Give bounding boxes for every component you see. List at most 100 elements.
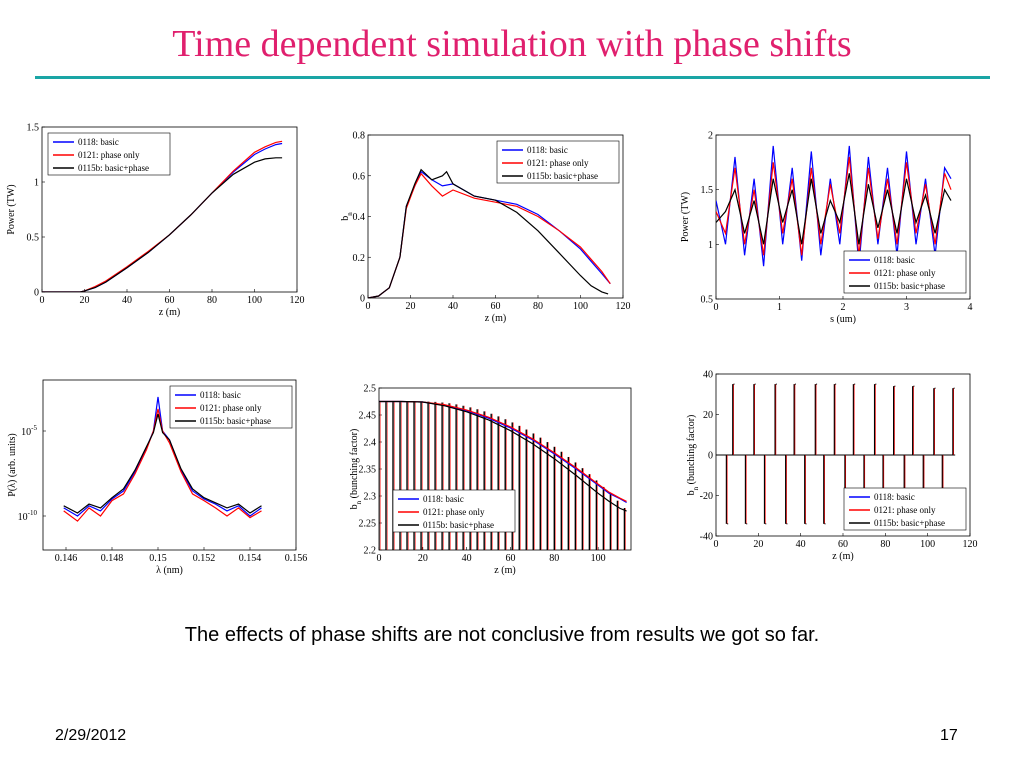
x-tick-label: 0.152	[193, 553, 216, 564]
slide-caption: The effects of phase shifts are not conc…	[184, 624, 820, 646]
y-tick-label: 0.8	[353, 131, 366, 142]
legend-label: 0115b: basic+phase	[423, 520, 494, 530]
x-tick-label: 20	[418, 553, 428, 564]
x-tick-label: 40	[462, 553, 472, 564]
y-tick-label: 2.4	[364, 438, 377, 449]
plot-area	[42, 140, 283, 292]
x-tick-label: 0	[377, 553, 382, 564]
y-tick-label: 0	[708, 451, 713, 462]
y-tick-label: 20	[703, 410, 713, 421]
x-tick-label: 80	[533, 301, 543, 312]
legend-label: 0121: phase only	[200, 403, 262, 413]
y-tick-label: 2.5	[364, 384, 377, 395]
x-tick-label: 60	[838, 539, 848, 550]
y-tick-label: 1.5	[27, 123, 40, 134]
chart-svg-bunching-factor-pulses: 0 20 40 60 80 100 120 -40 -20 0 20 40 z (m) bn (bunch…	[686, 370, 978, 563]
legend-label: 0118: basic	[874, 255, 915, 265]
y-tick-label: 1	[34, 178, 39, 189]
x-axis-label: z (m)	[832, 551, 853, 562]
y-axis-label: bn (bunching factor)	[349, 429, 363, 510]
y-axis-label: Power (TW)	[680, 192, 691, 242]
plot-bunching-vs-z: 0 20 40 60 80 100 120 0 0.2 0.4 0.6 0.8 z (m) bn 0118:…	[325, 120, 645, 330]
title-rule	[35, 76, 990, 79]
plot-spectrum: 0.146 0.148 0.15 0.152 0.154 0.156 10-5 10-10 λ …	[0, 370, 318, 585]
chart-svg-bunching-vs-z: 0 20 40 60 80 100 120 0 0.2 0.4 0.6 0.8 z (m) bn 0118:…	[340, 131, 631, 325]
x-tick-label: 0	[714, 539, 719, 550]
legend-label: 0118: basic	[874, 492, 915, 502]
slide-title: Time dependent simulation with phase shi…	[172, 23, 852, 65]
footer-date: 2/29/2012	[55, 727, 127, 744]
x-tick-label: 100	[920, 539, 935, 550]
series-line-3	[368, 168, 609, 298]
y-tick-label: 0	[34, 288, 39, 299]
series-line-2	[716, 156, 952, 256]
x-tick-label: 3	[904, 302, 909, 313]
chart-svg-bunching-factor-zoom: 0 20 40 60 80 100 2.2 2.25 2.3 2.35 2.4 2.45 2.5 z (m…	[349, 384, 632, 576]
y-tick-label: -20	[700, 491, 713, 502]
legend-label: 0118: basic	[527, 145, 568, 155]
y-tick-label: 2.45	[359, 411, 377, 422]
plot-bunching-factor-pulses: 0 20 40 60 80 100 120 -40 -20 0 20 40 z (m) bn (bunch…	[672, 365, 984, 570]
plot-area	[63, 396, 262, 522]
y-tick-label: 0.5	[701, 295, 714, 306]
x-tick-label: 60	[165, 295, 175, 306]
y-axis-label: Power (TW)	[6, 184, 17, 234]
y-tick-label: 0.6	[353, 171, 366, 182]
chart-svg-power-vs-s: 0 1 2 3 40.511.52s (um)Power (TW)0118: basic…	[680, 131, 973, 326]
legend-label: 0115b: basic+phase	[874, 518, 945, 528]
x-tick-label: 0.154	[239, 553, 262, 564]
y-tick-label: 2.25	[359, 519, 377, 530]
chart-svg-power-vs-z: 0 20 40 60 80 100 120 0 0.5 1 1.5 z (m) Power (TW) 01…	[6, 123, 305, 319]
x-tick-label: 120	[616, 301, 631, 312]
series-line-2	[63, 408, 262, 522]
series-line-3	[42, 157, 283, 292]
x-tick-label: 40	[796, 539, 806, 550]
legend-label: 0121: phase only	[874, 268, 936, 278]
x-tick-label: 100	[591, 553, 606, 564]
legend-label: 0115b: basic+phase	[78, 163, 149, 173]
legend-label: 0118: basic	[423, 494, 464, 504]
x-tick-label: 0.148	[101, 553, 124, 564]
x-tick-label: 80	[549, 553, 559, 564]
y-tick-label: 0.5	[27, 233, 40, 244]
legend-label: 0115b: basic+phase	[527, 171, 598, 181]
x-tick-label: 20	[406, 301, 416, 312]
x-tick-label: 100	[573, 301, 588, 312]
y-tick-label: 2.3	[364, 492, 377, 503]
x-tick-label: 80	[207, 295, 217, 306]
y-tick-label: 0	[360, 294, 365, 305]
series-line-3	[379, 400, 627, 512]
x-axis-label: z (m)	[494, 565, 515, 576]
y-tick-label: 10-10	[18, 509, 38, 523]
x-axis-label: z (m)	[485, 313, 506, 324]
y-tick-label: 0.4	[353, 212, 366, 223]
legend-label: 0118: basic	[78, 137, 119, 147]
legend-label: 0121: phase only	[423, 507, 485, 517]
x-axis-label: λ (nm)	[156, 565, 183, 576]
x-tick-label: 100	[247, 295, 262, 306]
plot-bunching-factor-zoom: 0 20 40 60 80 100 2.2 2.25 2.3 2.35 2.4 2.45 2.5 z (m…	[325, 375, 645, 585]
legend-label: 0118: basic	[200, 390, 241, 400]
x-tick-label: 2	[841, 302, 846, 313]
page-number: 17	[940, 727, 958, 744]
legend-label: 0121: phase only	[874, 505, 936, 515]
x-tick-label: 80	[880, 539, 890, 550]
y-axis-label: P(λ) (arb. units)	[7, 433, 18, 496]
plot-area	[716, 145, 952, 267]
plot-power-vs-z: 0 20 40 60 80 100 120 0 0.5 1 1.5 z (m) Power (TW) 01…	[0, 115, 318, 325]
y-tick-label: 0.2	[353, 253, 366, 264]
x-tick-label: 20	[753, 539, 763, 550]
x-tick-label: 0	[40, 295, 45, 306]
chart-svg-spectrum: 0.146 0.148 0.15 0.152 0.154 0.156 10-5 10-10 λ …	[7, 379, 307, 576]
y-axis-label: bn (bunching factor)	[686, 415, 700, 496]
y-tick-label: 2.35	[359, 465, 377, 476]
x-axis-label: s (um)	[830, 314, 856, 325]
plot-power-vs-s: 0 1 2 3 4 0.5 1 1.5 2 s (um) Power (TW) 0118: basic…	[672, 125, 984, 335]
x-tick-label: 0	[714, 302, 719, 313]
x-tick-label: 40	[448, 301, 458, 312]
x-tick-label: 0.146	[55, 553, 78, 564]
y-tick-label: 1	[708, 240, 713, 251]
y-tick-label: 2.2	[364, 546, 377, 557]
x-tick-label: 40	[122, 295, 132, 306]
legend-label: 0115b: basic+phase	[200, 416, 271, 426]
